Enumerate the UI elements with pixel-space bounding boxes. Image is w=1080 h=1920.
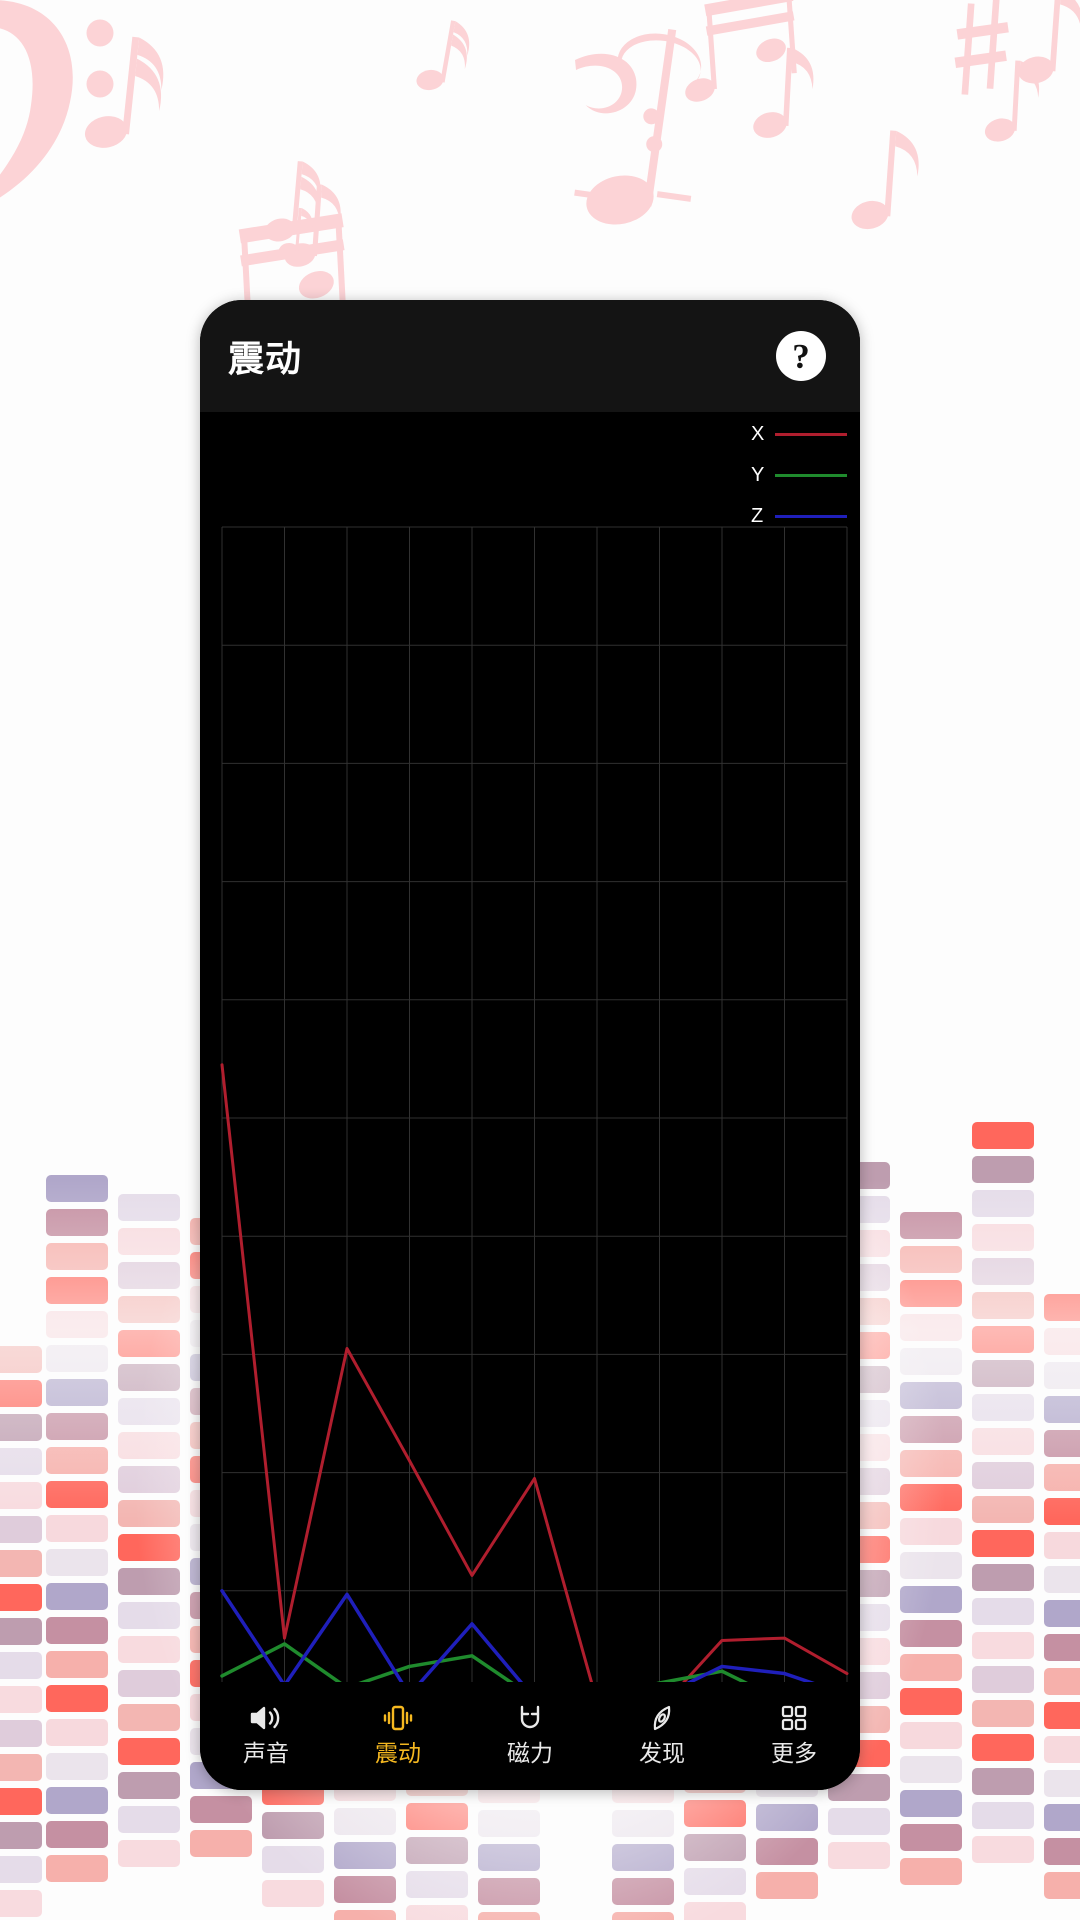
nav-item-label: 发现 <box>639 1740 685 1766</box>
legend-label: Z <box>751 505 764 527</box>
nav-item-vibrate[interactable]: 震动 <box>338 1701 458 1765</box>
nav-item-label: 震动 <box>375 1740 421 1766</box>
nav-item-compass[interactable]: 发现 <box>602 1701 722 1765</box>
magnet-icon <box>515 1701 545 1735</box>
nav-item-grid[interactable]: 更多 <box>734 1701 854 1765</box>
grid-icon <box>779 1701 809 1735</box>
legend-label: Y <box>751 464 765 486</box>
nav-item-magnet[interactable]: 磁力 <box>470 1701 590 1765</box>
nav-item-label: 更多 <box>771 1740 817 1766</box>
chart-canvas <box>200 412 860 1682</box>
legend-label: X <box>751 423 765 445</box>
page-title: 震动 <box>228 338 303 379</box>
legend-color-swatch <box>775 473 847 477</box>
nav-item-label: 声音 <box>243 1740 289 1766</box>
nav-item-label: 磁力 <box>507 1740 553 1766</box>
legend-color-swatch <box>775 432 847 436</box>
vibrate-icon <box>380 1701 416 1735</box>
speaker-icon <box>249 1701 283 1735</box>
legend-color-swatch <box>775 514 847 518</box>
app-header: 震动 ? <box>200 300 860 412</box>
legend-item-x: X <box>751 424 847 444</box>
nav-item-speaker[interactable]: 声音 <box>206 1701 326 1765</box>
bottom-navigation: 声音 震动 磁力 发现 更多 <box>200 1682 860 1790</box>
legend-item-y: Y <box>751 465 847 485</box>
question-mark-circle-icon[interactable]: ? <box>776 331 826 381</box>
compass-icon <box>647 1701 677 1735</box>
legend-item-z: Z <box>751 506 847 526</box>
